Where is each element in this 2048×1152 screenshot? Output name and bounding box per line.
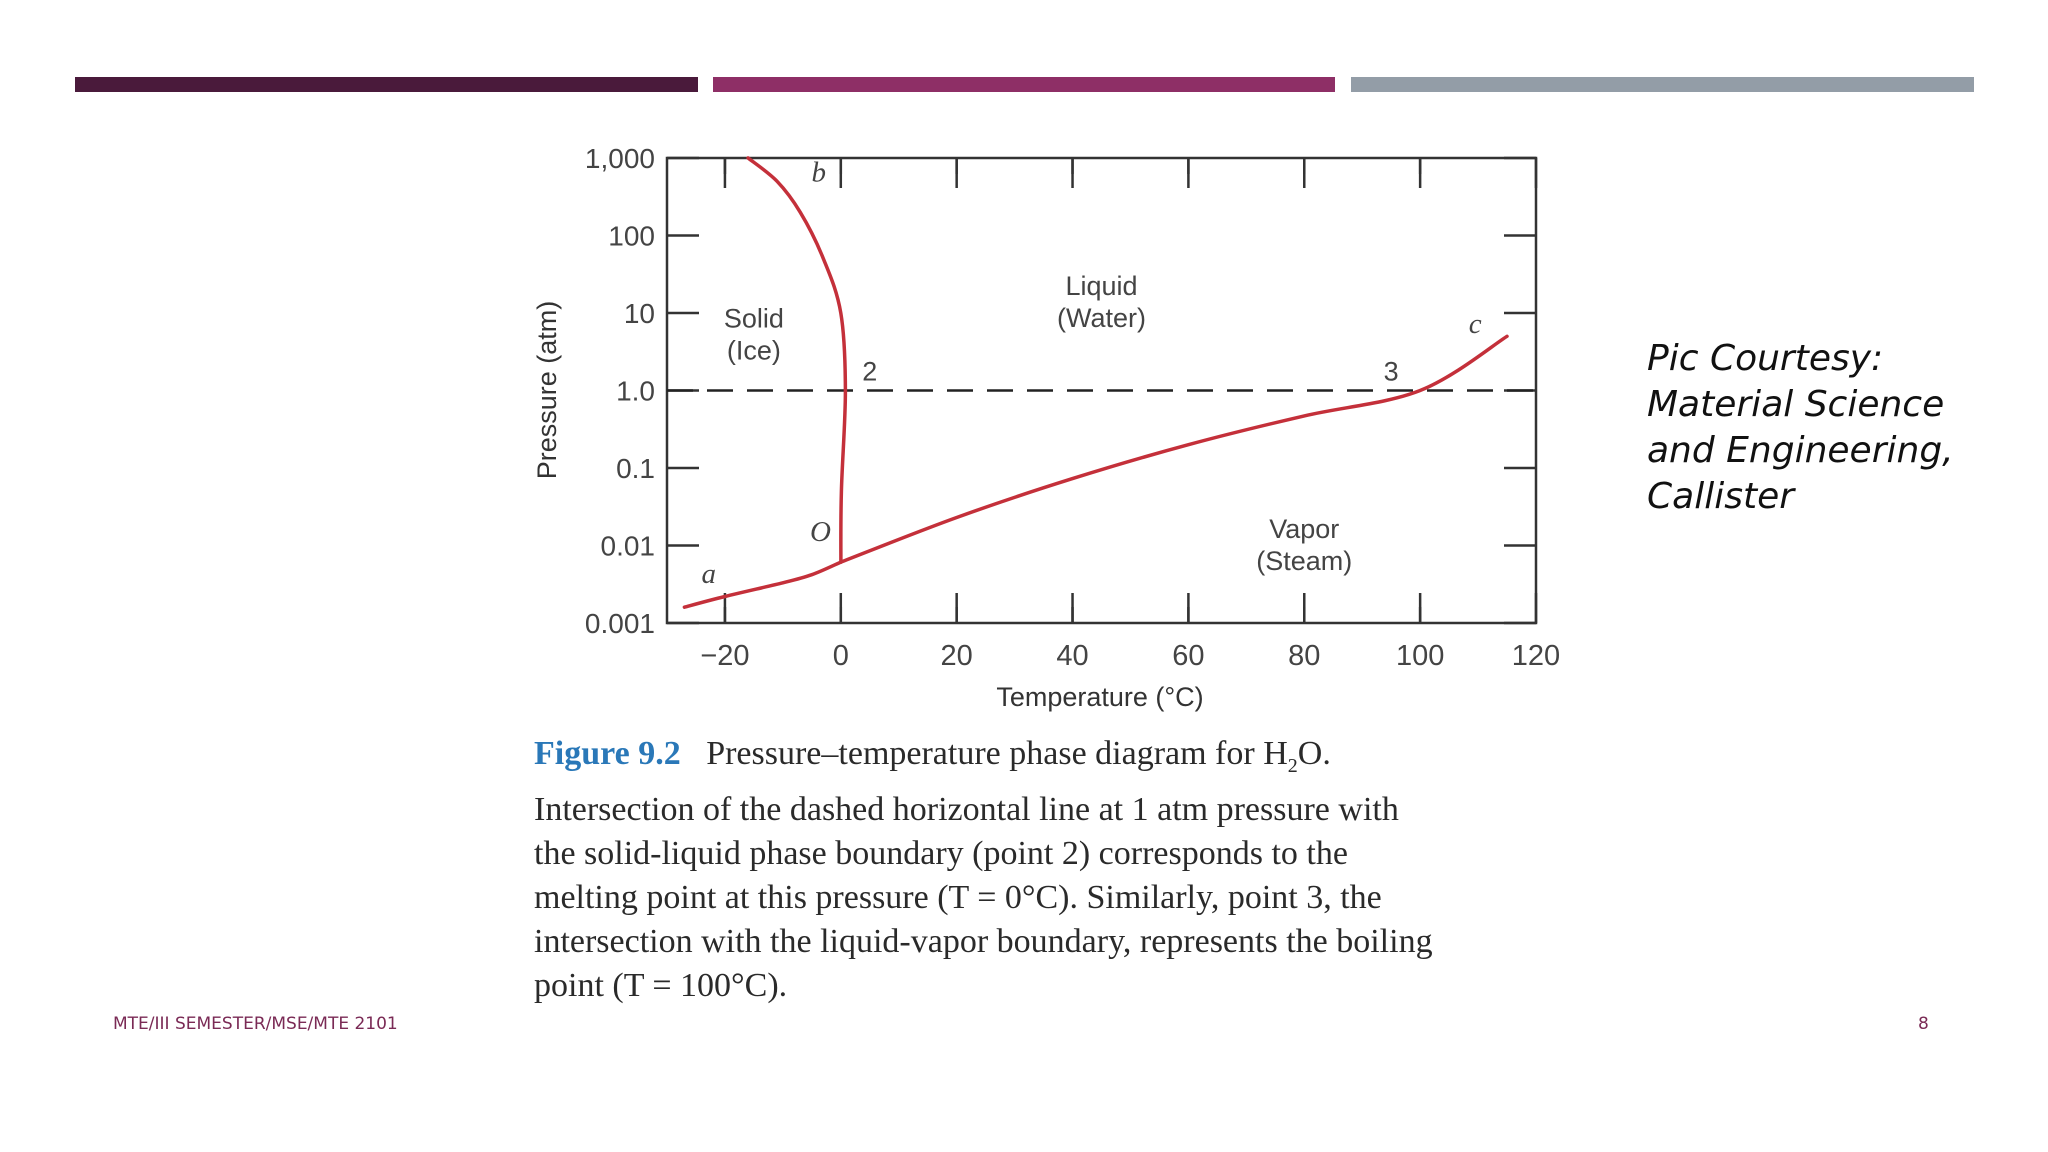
region-label: Liquid xyxy=(1065,271,1137,301)
caption-line: Intersection of the dashed horizontal li… xyxy=(534,790,1399,828)
y-tick-label: 0.1 xyxy=(616,453,655,484)
x-axis-label: Temperature (°C) xyxy=(996,682,1203,712)
point-label: a xyxy=(701,558,716,590)
solid-liquid-boundary-curve xyxy=(746,156,848,564)
x-tick-label: 40 xyxy=(1056,640,1088,672)
x-tick-label: −20 xyxy=(700,640,749,672)
liquid-vapor-boundary-curve xyxy=(839,334,1509,564)
curves-layer xyxy=(682,156,1509,609)
caption-line: intersection with the liquid-vapor bound… xyxy=(534,922,1433,960)
caption-line: point (T = 100°C). xyxy=(534,966,788,1004)
y-axis-label: Pressure (atm) xyxy=(532,301,562,480)
x-tick-label: 120 xyxy=(1512,640,1560,672)
page-number: 8 xyxy=(1918,1014,1929,1034)
region-label-sub: (Water) xyxy=(1057,303,1146,333)
point-label: c xyxy=(1469,308,1482,340)
y-tick-label: 1.0 xyxy=(616,376,655,407)
region-label: Vapor xyxy=(1269,514,1339,544)
region-label: Solid xyxy=(724,303,784,333)
courtesy-line: Material Science xyxy=(1647,384,1945,425)
caption-line: Figure 9.2 Pressure–temperature phase di… xyxy=(534,732,1594,788)
y-tick-label: 1,000 xyxy=(585,143,655,174)
y-tick-label: 100 xyxy=(608,221,655,252)
footer-course-code: MTE/III SEMESTER/MSE/MTE 2101 xyxy=(113,1014,398,1034)
caption-title-tail: O. xyxy=(1297,735,1331,772)
ticks-layer: −20 0 20 40 60 80 100 120 0.001 0.01 0.1 1.0 10 100 1,… xyxy=(585,143,1560,672)
y-tick-label: 10 xyxy=(624,298,655,329)
point-label: O xyxy=(810,516,831,548)
header-bar-magenta xyxy=(713,77,1335,92)
courtesy-line: Pic Courtesy: xyxy=(1647,338,1884,379)
point-label: 2 xyxy=(862,356,877,386)
x-tick-label: 80 xyxy=(1288,640,1320,672)
pic-courtesy-note: Pic Courtesy: Material Science and Engin… xyxy=(1647,336,1954,520)
x-tick-label: 20 xyxy=(941,640,973,672)
caption-line: the solid-liquid phase boundary (point 2… xyxy=(534,834,1348,872)
x-tick-label: 0 xyxy=(833,640,849,672)
y-tick-label: 0.001 xyxy=(585,608,655,639)
phase-diagram-chart: −20 0 20 40 60 80 100 120 0.001 0.01 0.1 1.0 10 100 1,… xyxy=(532,143,1560,712)
region-label-sub: (Ice) xyxy=(727,335,781,365)
x-tick-label: 100 xyxy=(1396,640,1444,672)
figure-caption: Figure 9.2 Pressure–temperature phase di… xyxy=(534,732,1594,1008)
y-tick-label: 0.01 xyxy=(601,531,656,562)
region-label-sub: (Steam) xyxy=(1256,546,1352,576)
caption-line: melting point at this pressure (T = 0°C)… xyxy=(534,878,1382,916)
figure-label: Figure 9.2 xyxy=(534,735,681,772)
x-tick-label: 60 xyxy=(1172,640,1204,672)
header-bar-gray xyxy=(1351,77,1974,92)
solid-vapor-boundary-curve xyxy=(682,560,843,609)
header-bar-dark xyxy=(75,77,698,92)
labels-layer: Solid(Ice) Liquid(Water) Vapor(Steam) a b c O 2… xyxy=(701,156,1481,589)
caption-title: Pressure–temperature phase diagram for H xyxy=(706,735,1288,772)
caption-subscript: 2 xyxy=(1287,754,1298,777)
point-label: b xyxy=(812,156,827,188)
courtesy-line: Callister xyxy=(1647,476,1795,517)
courtesy-line: and Engineering, xyxy=(1647,430,1954,471)
point-label: 3 xyxy=(1384,356,1399,386)
